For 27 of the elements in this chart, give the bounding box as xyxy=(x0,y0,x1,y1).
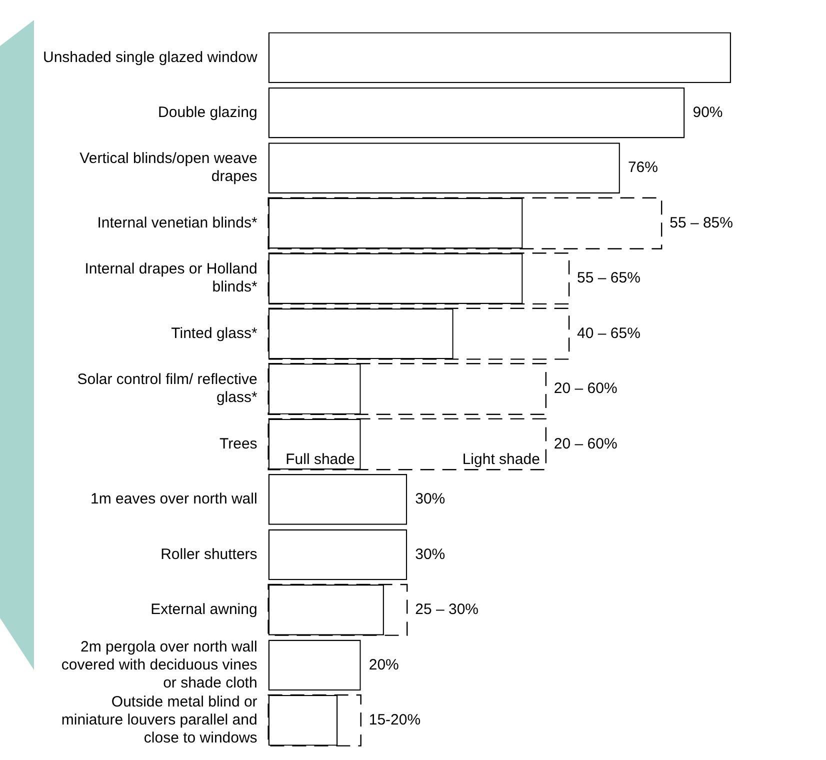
data-label: 90% xyxy=(692,104,723,121)
annotation: Light shade xyxy=(462,450,540,468)
y-tick-label: External awning xyxy=(150,601,258,618)
annotation: 25 – 30% xyxy=(415,601,479,618)
data-label: 76% xyxy=(628,159,658,176)
annotation: 20 – 60% xyxy=(554,380,618,398)
annotation: Full shade xyxy=(286,450,355,468)
y-tick-label: 1m eaves over north wall xyxy=(90,490,258,508)
data-label: 20% xyxy=(368,656,399,674)
y-tick-label: Unshaded single glazed window xyxy=(42,48,258,66)
y-tick-label: Internal drapes or Holland blinds* xyxy=(84,260,258,296)
y-tick-label: Double glazing xyxy=(158,104,258,121)
y-tick-label: Vertical blinds/open weave drapes xyxy=(80,150,258,186)
annotation: 40 – 65% xyxy=(577,324,640,342)
y-tick-label: Trees xyxy=(220,435,258,452)
y-tick-label: Internal venetian blinds* xyxy=(97,214,258,232)
y-tick-label: Tinted glass* xyxy=(171,324,258,342)
y-tick-label: 2m pergola over north wall covered with deciduous vines or shade cloth xyxy=(61,638,258,692)
y-tick-label: Outside metal blind or miniature louvers parallel and close to windows xyxy=(61,694,258,747)
annotation: 15-20% xyxy=(368,712,421,729)
data-label: 30% xyxy=(415,490,446,508)
y-tick-label: Solar control film/ reflective glass* xyxy=(77,371,258,406)
data-label: 30% xyxy=(415,546,446,563)
annotation: 55 – 65% xyxy=(577,270,640,287)
annotation: 55 – 85% xyxy=(670,214,733,232)
y-tick-label: Roller shutters xyxy=(160,546,258,563)
annotation: 20 – 60% xyxy=(554,435,618,452)
